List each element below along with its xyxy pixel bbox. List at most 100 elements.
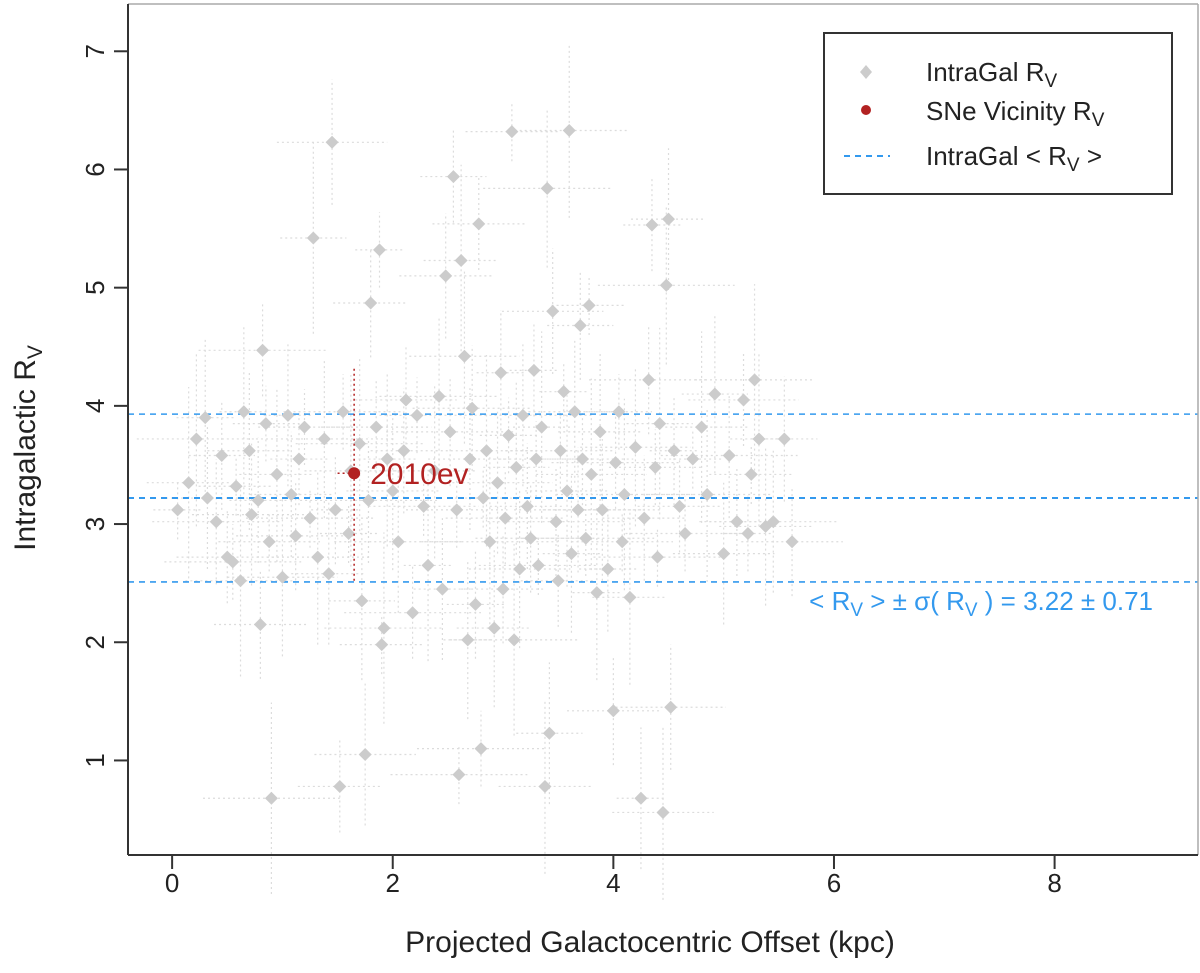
data-point: [171, 503, 185, 517]
data-point: [251, 493, 265, 507]
data-point: [342, 527, 356, 541]
mean-sigma-annotation: < RV > ± σ( RV ) = 3.22 ± 0.71: [809, 586, 1153, 621]
data-point: [509, 460, 523, 474]
data-point: [642, 373, 656, 387]
data-point: [502, 428, 516, 442]
data-point: [373, 243, 387, 257]
data-point: [524, 531, 538, 545]
data-point: [673, 499, 687, 513]
y-tick-label: 7: [80, 44, 110, 58]
data-point: [450, 503, 464, 517]
data-point: [325, 135, 339, 149]
data-point: [457, 349, 471, 363]
data-point: [391, 535, 405, 549]
y-tick-label: 1: [80, 753, 110, 767]
data-point: [439, 269, 453, 283]
data-point: [686, 452, 700, 466]
data-point: [200, 491, 214, 505]
data-point: [355, 594, 369, 608]
data-point: [700, 488, 714, 502]
sne-layer: [337, 368, 362, 581]
data-point: [480, 444, 494, 458]
data-point: [358, 748, 372, 762]
y-axis-title: Intragalactic RV: [9, 345, 47, 551]
legend-symbol-sne: [861, 105, 871, 115]
data-point: [549, 515, 563, 529]
data-point: [623, 590, 637, 604]
data-point: [606, 704, 620, 718]
data-point: [289, 529, 303, 543]
data-point: [535, 420, 549, 434]
data-point: [317, 432, 331, 446]
data-point: [656, 805, 670, 819]
data-point: [494, 366, 508, 380]
legend-entry-intragal-main: IntraGal R: [926, 57, 1045, 87]
data-point: [421, 558, 435, 572]
data-point: [730, 515, 744, 529]
data-point: [364, 296, 378, 310]
annot-prefix: < R: [809, 586, 850, 616]
data-point: [678, 527, 692, 541]
data-point: [496, 582, 510, 596]
data-point: [695, 420, 709, 434]
data-point: [237, 405, 251, 419]
data-point: [386, 484, 400, 498]
x-tick-label: 8: [1047, 868, 1061, 898]
data-point: [564, 547, 578, 561]
data-point: [593, 425, 607, 439]
data-point: [551, 574, 565, 588]
data-point: [722, 449, 736, 463]
mean-sigma-lines: [128, 413, 1198, 583]
data-point: [708, 387, 722, 401]
data-point: [741, 527, 755, 541]
sne-point: [348, 467, 361, 480]
annot-sub2: V: [965, 600, 978, 621]
data-point: [245, 508, 259, 522]
data-point: [182, 476, 196, 490]
data-point: [476, 491, 490, 505]
data-point: [465, 401, 479, 415]
data-point: [584, 467, 598, 481]
point-layer: [171, 123, 799, 819]
data-point: [546, 304, 560, 318]
data-point: [270, 467, 284, 481]
data-point: [432, 389, 446, 403]
data-point: [333, 779, 347, 793]
data-point: [264, 791, 278, 805]
x-axis-title: Projected Galactocentric Offset (kpc): [405, 926, 895, 959]
legend-entry-intragal-sub: V: [1045, 71, 1058, 92]
data-point: [617, 488, 631, 502]
data-point: [435, 582, 449, 596]
data-point: [215, 449, 229, 463]
data-point: [575, 452, 589, 466]
data-point: [637, 511, 651, 525]
data-point: [487, 621, 501, 635]
data-point: [461, 633, 475, 647]
data-point: [303, 511, 317, 525]
data-point: [361, 493, 375, 507]
error-bar-layer: [136, 43, 843, 900]
annot-sub1: V: [850, 600, 863, 621]
data-point: [336, 405, 350, 419]
data-point: [428, 464, 442, 478]
data-point: [209, 515, 223, 529]
data-point: [540, 181, 554, 195]
legend-entry-sne-sub: V: [1092, 110, 1105, 131]
annot-suffix: ) = 3.22 ± 0.71: [978, 586, 1153, 616]
data-point: [281, 408, 295, 422]
data-point: [653, 417, 667, 431]
legend-entry-sne-main: SNe Vicinity R: [926, 96, 1092, 126]
data-point: [399, 393, 413, 407]
data-point: [667, 444, 681, 458]
sne-label: 2010ev: [370, 458, 468, 491]
legend-entry-mean-sub: V: [1067, 155, 1080, 176]
data-point: [234, 574, 248, 588]
data-point: [353, 437, 367, 451]
legend-entry-mean-after: >: [1080, 141, 1102, 171]
data-point: [275, 570, 289, 584]
data-point: [557, 385, 571, 399]
data-point: [516, 408, 530, 422]
data-point: [377, 621, 391, 635]
data-point: [612, 405, 626, 419]
data-point: [785, 535, 799, 549]
